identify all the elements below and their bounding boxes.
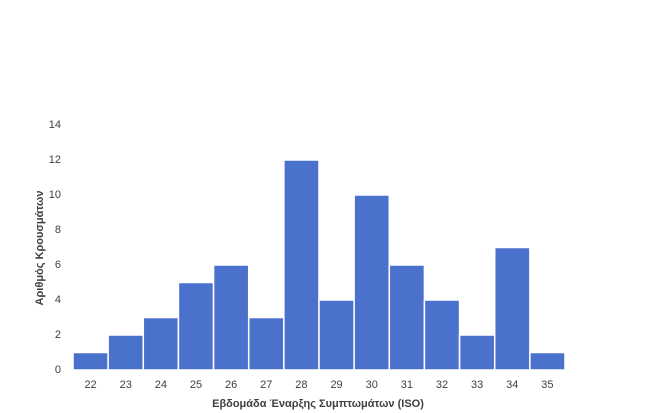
bar — [318, 299, 355, 371]
y-tick-label: 10 — [49, 189, 61, 201]
x-tick-label: 33 — [471, 379, 483, 391]
x-tick-label: 28 — [295, 379, 307, 391]
x-tick-label: 31 — [401, 379, 413, 391]
x-tick-label: 35 — [541, 379, 553, 391]
y-tick-label: 12 — [49, 154, 61, 166]
x-tick-label: 22 — [84, 379, 96, 391]
y-tick-label: 6 — [55, 259, 61, 271]
bar — [388, 264, 426, 371]
bar — [212, 264, 250, 371]
x-tick-label: 24 — [155, 379, 167, 391]
bar — [142, 316, 180, 371]
bar — [493, 246, 531, 371]
bar — [247, 316, 285, 371]
x-tick-label: 27 — [260, 379, 272, 391]
x-tick-label: 32 — [436, 379, 448, 391]
y-tick-label: 2 — [55, 329, 61, 341]
y-tick-label: 0 — [55, 364, 61, 376]
bar — [107, 334, 145, 371]
y-tick-label: 4 — [55, 294, 61, 306]
y-tick-label: 8 — [55, 224, 61, 236]
x-tick-label: 23 — [120, 379, 132, 391]
x-tick-label: 25 — [190, 379, 202, 391]
x-tick-label: 26 — [225, 379, 237, 391]
bar — [177, 281, 215, 371]
bar — [353, 194, 391, 371]
x-tick-label: 34 — [506, 379, 518, 391]
bar — [283, 159, 320, 371]
bar — [423, 299, 461, 371]
bar — [529, 351, 566, 371]
bar — [458, 334, 496, 371]
y-tick-label: 14 — [49, 119, 61, 131]
x-tick-label: 30 — [366, 379, 378, 391]
bar — [72, 351, 109, 371]
y-axis-title: Αριθμός Κρουσμάτων — [34, 191, 46, 306]
x-tick-label: 29 — [330, 379, 342, 391]
x-axis-title: Εβδομάδα Έναρξης Συμπτωμάτων (ISO) — [212, 398, 424, 410]
